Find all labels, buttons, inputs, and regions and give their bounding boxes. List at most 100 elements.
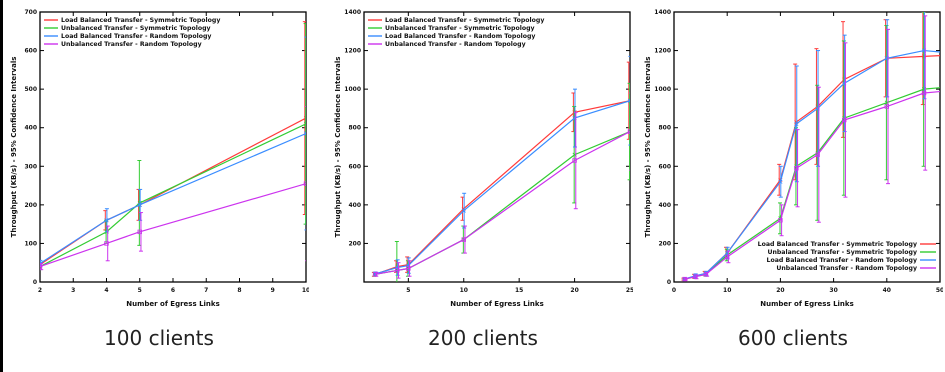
data-point — [572, 158, 577, 163]
plot-area — [39, 11, 307, 283]
y-tick-label: 1400 — [344, 9, 361, 16]
legend-label: Unbalanced Transfer - Symmetric Topology — [385, 25, 535, 32]
series-line-3 — [40, 132, 306, 264]
legend-label: Unbalanced Transfer - Random Topology — [61, 41, 202, 48]
x-tick-label: 10 — [460, 287, 468, 294]
series-line-2 — [40, 123, 306, 268]
data-point — [725, 254, 730, 260]
plot-marks — [40, 21, 306, 271]
x-tick-label: 50 — [936, 287, 943, 294]
data-point — [461, 208, 466, 213]
data-point — [794, 166, 799, 171]
x-tick-label: 6 — [171, 287, 175, 294]
legend-label: Load Balanced Transfer - Symmetric Topol… — [758, 241, 917, 248]
legend-label: Unbalanced Transfer - Symmetric Topology — [767, 249, 917, 256]
x-tick-label: 15 — [515, 287, 523, 294]
y-tick-label: 200 — [658, 240, 671, 247]
series-line-3 — [374, 100, 630, 275]
data-point — [104, 218, 109, 223]
x-axis-label: Number of Egress Links — [760, 300, 854, 308]
data-point — [794, 121, 799, 126]
data-point — [921, 90, 927, 96]
y-tick-label: 200 — [348, 240, 361, 247]
left-border — [0, 0, 3, 372]
x-tick-label: 7 — [204, 287, 208, 294]
legend-label: Load Balanced Transfer - Random Topology — [385, 33, 535, 40]
y-tick-label: 100 — [24, 240, 37, 247]
x-tick-label: 30 — [829, 287, 837, 294]
data-point — [778, 218, 783, 223]
x-axis-label: Number of Egress Links — [450, 300, 544, 308]
legend-label: Unbalanced Transfer - Random Topology — [776, 265, 917, 272]
data-point — [778, 179, 783, 184]
series-line-4 — [684, 90, 940, 280]
y-tick-label: 1200 — [344, 48, 361, 55]
y-tick-label: 500 — [24, 86, 37, 93]
y-tick-label: 0 — [33, 279, 37, 286]
series-line-4 — [374, 131, 630, 275]
data-point — [815, 152, 820, 157]
chart-100-clients: 0 100 200 300 400 500 600 700 2 3 4 5 6 7 8 9 10 Number o… — [10, 9, 309, 308]
legend-label: Unbalanced Transfer - Random Topology — [385, 41, 526, 48]
series-line-1 — [374, 100, 630, 275]
x-tick-label: 8 — [237, 287, 241, 294]
y-tick-label: 1000 — [344, 86, 361, 93]
data-point — [842, 117, 847, 123]
x-tick-label: 10 — [723, 287, 731, 294]
data-point — [884, 104, 889, 109]
data-point — [303, 115, 306, 121]
y-tick-label: 800 — [658, 125, 671, 132]
x-tick-label: 4 — [104, 287, 108, 294]
data-point — [303, 121, 306, 126]
y-tick-label: 200 — [24, 202, 37, 209]
y-tick-label: 600 — [348, 163, 361, 170]
y-tick-label: 1000 — [654, 86, 671, 93]
data-point — [461, 237, 466, 242]
data-point — [627, 129, 630, 134]
plot-area — [363, 11, 631, 283]
legend-label: Load Balanced Transfer - Random Topology — [61, 33, 211, 40]
y-tick-label: 600 — [24, 48, 37, 55]
data-point — [627, 98, 630, 103]
data-point — [137, 229, 142, 235]
y-tick-label: 600 — [658, 163, 671, 170]
y-tick-label: 1200 — [654, 48, 671, 55]
data-point — [303, 181, 306, 186]
plot-marks — [371, 55, 630, 282]
data-point — [693, 274, 698, 279]
x-tick-label: 9 — [271, 287, 275, 294]
y-axis-label: Throughput (KB/s) - 95% Confidence Inter… — [334, 57, 342, 238]
legend-label: Unbalanced Transfer - Symmetric Topology — [61, 25, 211, 32]
x-tick-label: 2 — [38, 287, 42, 294]
y-tick-label: 1400 — [654, 9, 671, 16]
x-tick-label: 3 — [71, 287, 75, 294]
data-point — [40, 264, 43, 269]
data-point — [395, 268, 400, 273]
data-point — [703, 272, 709, 277]
x-tick-label: 5 — [138, 287, 142, 294]
x-tick-label: 20 — [570, 287, 578, 294]
y-tick-label: 300 — [24, 163, 37, 170]
x-tick-label: 40 — [883, 287, 891, 294]
data-point — [303, 131, 306, 136]
legend-label: Load Balanced Transfer - Random Topology — [767, 257, 917, 264]
y-tick-label: 800 — [348, 125, 361, 132]
data-point — [104, 241, 109, 246]
x-tick-label: 20 — [776, 287, 784, 294]
y-tick-label: 400 — [658, 202, 671, 209]
data-point — [372, 272, 378, 277]
x-tick-label: 10 — [302, 287, 309, 294]
legend-label: Load Balanced Transfer - Symmetric Topol… — [385, 17, 544, 24]
y-tick-label: 0 — [667, 279, 671, 286]
data-point — [406, 266, 411, 271]
plot-marks — [681, 12, 940, 282]
caption-100-clients: 100 clients — [104, 326, 214, 350]
data-point — [682, 276, 687, 282]
y-axis-label: Throughput (KB/s) - 95% Confidence Inter… — [10, 57, 18, 238]
x-tick-label: 0 — [672, 287, 676, 294]
series-line-4 — [40, 183, 306, 268]
chart-600-clients: 0 200 400 600 800 1000 1200 1400 0 10 20 30 40 50 Numb… — [644, 9, 943, 308]
y-axis-label: Throughput (KB/s) - 95% Confidence Inter… — [644, 57, 652, 238]
caption-200-clients: 200 clients — [428, 326, 538, 350]
